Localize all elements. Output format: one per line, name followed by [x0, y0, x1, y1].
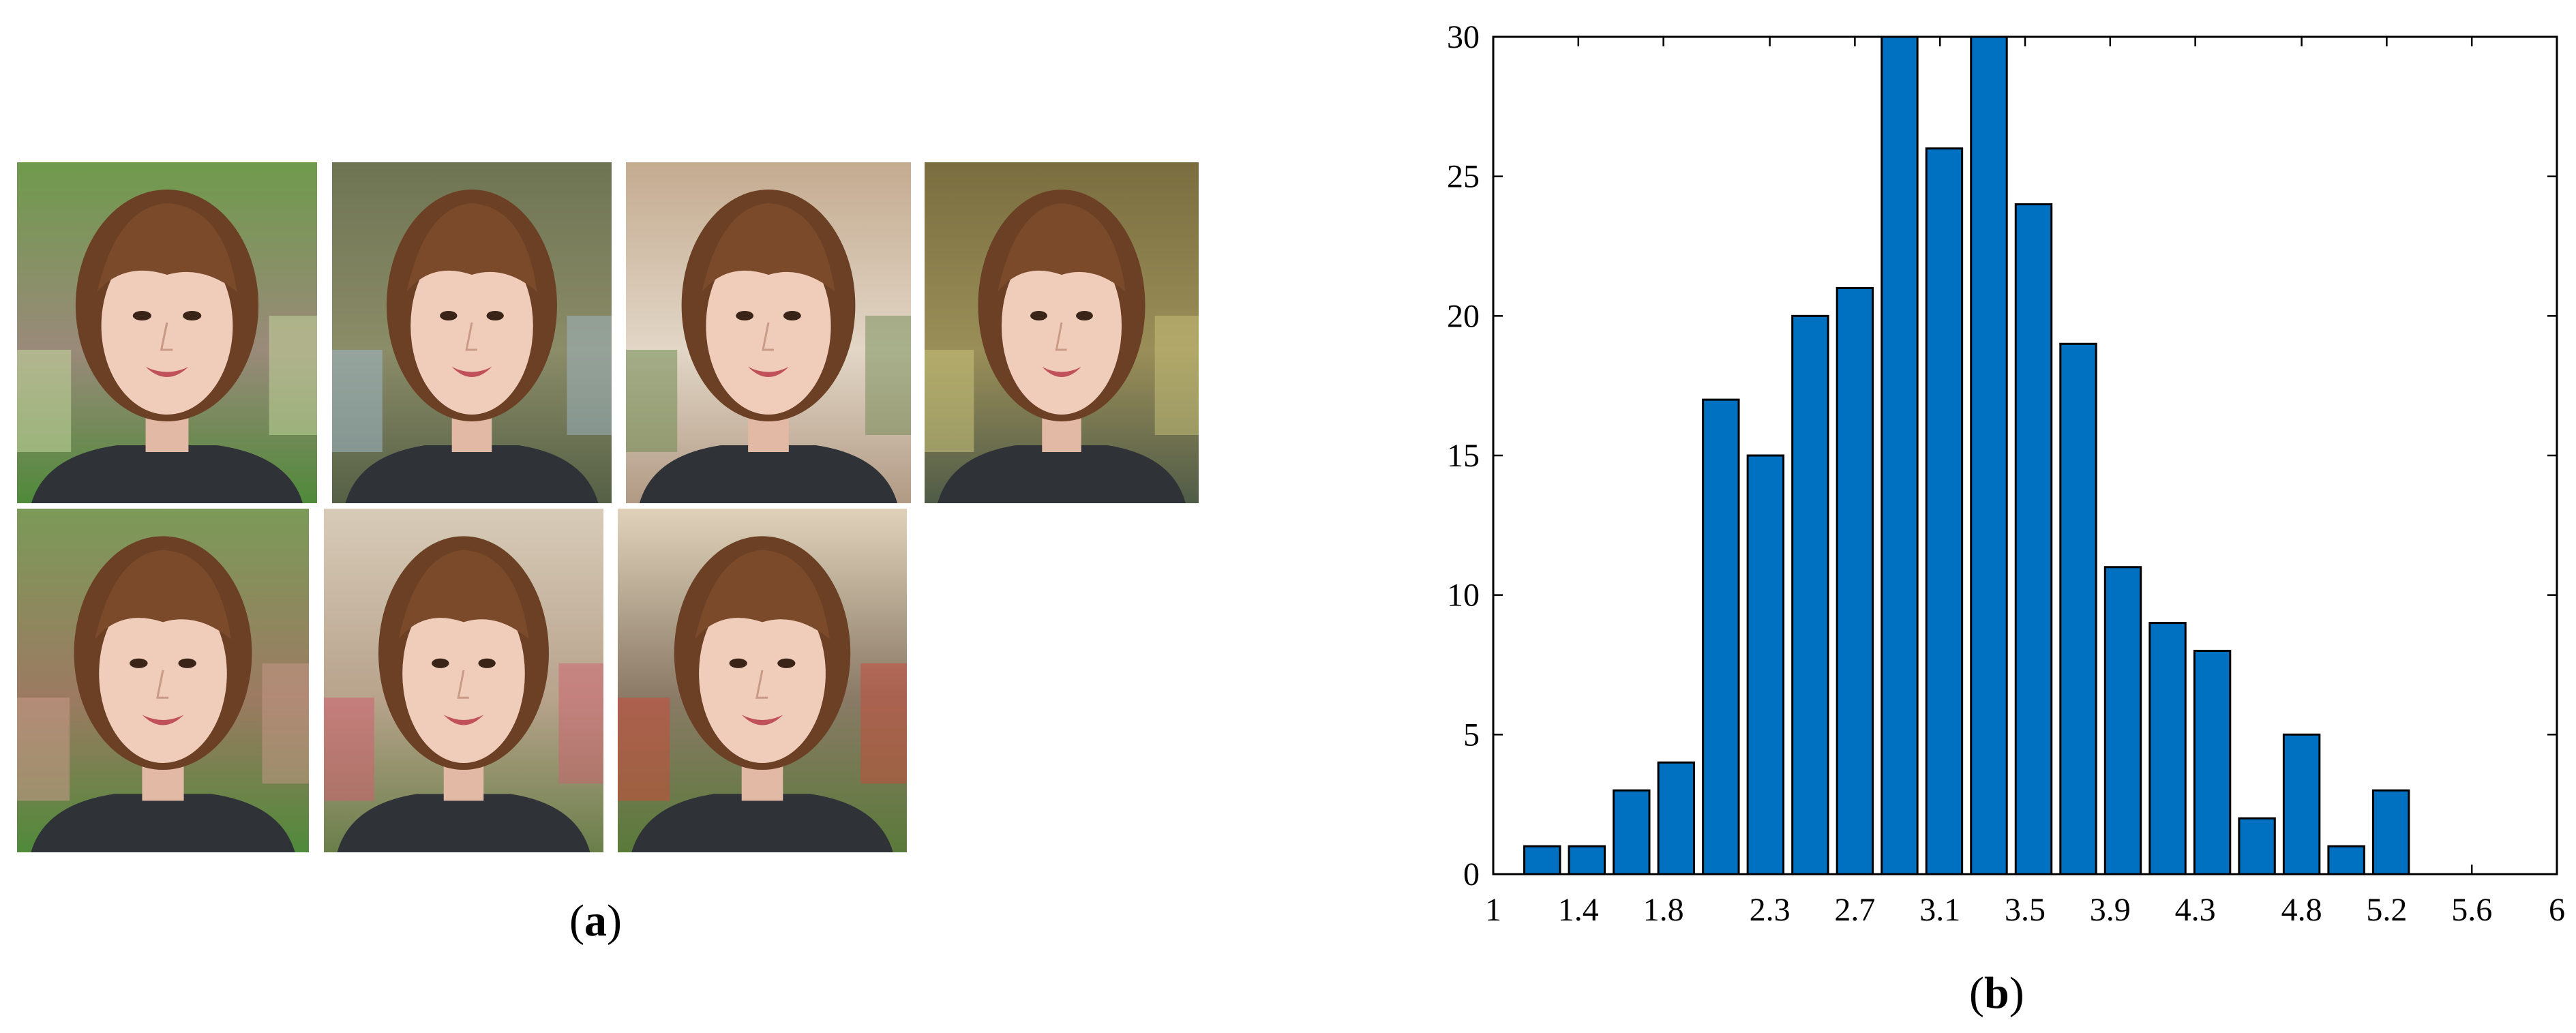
bar-16 [2193, 650, 2232, 875]
bar-2 [1568, 845, 1606, 875]
x-tick-label: 2.7 [1834, 892, 1875, 928]
x-tick-label: 1.4 [1558, 892, 1599, 928]
x-tick-label: 1.8 [1643, 892, 1684, 928]
bar-1 [1523, 845, 1561, 875]
face-photo-2 [332, 162, 612, 503]
x-tick-label: 5.6 [2451, 892, 2492, 928]
face-photo-4 [925, 162, 1199, 503]
histogram-chart: 0 5 10 15 20 25 30 1 1.4 1.8 2.3 2.7 3.1 3.5 3.9 4.3 4.… [1447, 19, 2565, 928]
y-tick-label: 5 [1463, 717, 1480, 753]
face-photo-1 [17, 162, 317, 503]
x-tick-label: 4.8 [2281, 892, 2322, 928]
face-photo-7 [618, 509, 907, 852]
panel-a: (a) [17, 162, 1199, 946]
bars [1523, 35, 2410, 875]
bar-6 [1746, 454, 1785, 875]
panel-b-label: (b) [1969, 968, 2024, 1018]
bar-4 [1657, 761, 1696, 875]
bar-9 [1881, 35, 1919, 875]
bar-20 [2371, 789, 2410, 875]
panel-a-label: (a) [569, 896, 622, 946]
y-tick-label: 25 [1447, 159, 1480, 195]
bar-15 [2148, 622, 2187, 875]
bar-3 [1613, 789, 1651, 875]
bar-13 [2059, 342, 2097, 875]
y-axis-ticks: 0 5 10 15 20 25 30 [1447, 19, 2557, 893]
bar-8 [1836, 286, 1874, 875]
face-photo-3 [626, 162, 911, 503]
x-tick-label: 1 [1485, 892, 1501, 928]
bar-19 [2327, 845, 2365, 875]
x-tick-label: 3.1 [1919, 892, 1960, 928]
bar-17 [2238, 817, 2276, 875]
face-photo-6 [324, 509, 603, 852]
bar-7 [1791, 314, 1829, 875]
y-tick-label: 15 [1447, 438, 1480, 474]
x-tick-label: 4.3 [2175, 892, 2216, 928]
x-tick-label: 3.5 [2005, 892, 2046, 928]
bar-12 [2014, 203, 2053, 875]
plot-frame [1492, 35, 2558, 875]
x-tick-label: 6 [2549, 892, 2565, 928]
bar-18 [2282, 733, 2321, 875]
x-tick-label: 3.9 [2090, 892, 2131, 928]
x-axis-ticks: 1 1.4 1.8 2.3 2.7 3.1 3.5 3.9 4.3 4.8 5.2 5.6 6 [1485, 37, 2565, 928]
y-tick-label: 20 [1447, 298, 1480, 334]
y-tick-label: 0 [1463, 856, 1480, 893]
bar-11 [1970, 35, 2008, 875]
y-tick-label: 30 [1447, 19, 1480, 55]
x-tick-label: 5.2 [2366, 892, 2407, 928]
x-tick-label: 2.3 [1750, 892, 1791, 928]
bar-10 [1925, 147, 1964, 875]
bar-5 [1702, 398, 1740, 875]
face-photo-5 [17, 509, 309, 852]
y-tick-label: 10 [1447, 578, 1480, 614]
bar-14 [2103, 566, 2142, 875]
